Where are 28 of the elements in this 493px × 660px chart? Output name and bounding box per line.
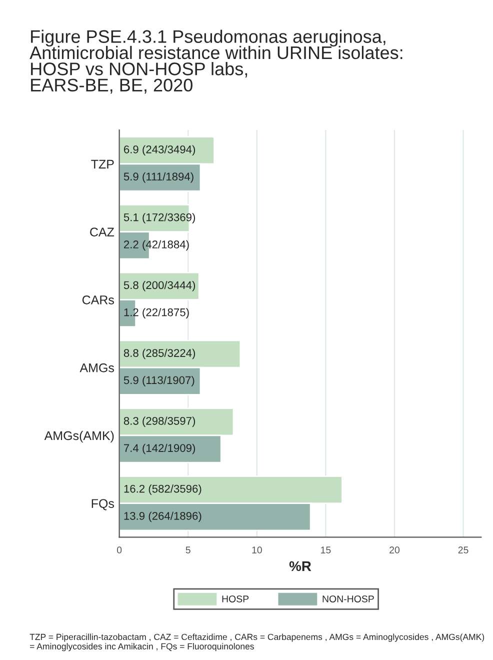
x-tick-label: 5	[186, 546, 190, 554]
chart-title: Figure PSE.4.3.1 Pseudomonas aeruginosa, Antimicrobial resistance within URINE isolates: HOSP vs NON-HOSP labs, EARS-BE, BE, 2020	[30, 30, 402, 94]
y-tick-label: AMGs(AMK)	[44, 430, 114, 443]
y-tick-label: FQs	[92, 499, 114, 510]
y-tick-label: CARs	[82, 295, 114, 304]
legend-label: NON-HOSP	[322, 595, 374, 602]
data-label: 5.8 (200/3444)	[124, 280, 196, 292]
x-tick-label: 0	[116, 546, 122, 554]
text: TZP = Piperacillin-tazobactam , CAZ = Ceftazidime , CARs = Carbapenems , AMGs = Aminoglycosides , AMGs(AMK) = Aminoglycosides inc Amikacin , FQs = Fluoroquinolones	[30, 634, 484, 652]
x-tick-label: 20	[390, 546, 400, 554]
data-label: 7.4 (142/1909)	[124, 444, 196, 454]
x-tick-label: 25	[458, 546, 468, 554]
data-label: 5.9 (111/1894)	[124, 172, 194, 183]
x-tick-label: 10	[252, 546, 262, 554]
x-axis-title: %R	[289, 561, 312, 572]
y-tick-label: AMGs	[80, 363, 114, 372]
data-label: 5.9 (113/1907)	[124, 376, 194, 386]
data-label: 16.2 (582/3596)	[124, 484, 202, 495]
legend-label: HOSP	[222, 595, 249, 602]
data-label: 8.8 (285/3224)	[124, 348, 196, 360]
data-label: 8.3 (298/3597)	[124, 416, 196, 428]
y-tick-label: TZP	[91, 160, 114, 168]
y-tick-label: CAZ	[90, 228, 114, 236]
data-label: 13.9 (264/1896)	[124, 512, 202, 522]
data-label: 2.2 (42/1884)	[124, 240, 189, 251]
data-label: 5.1 (172/3369)	[124, 213, 196, 224]
x-tick-label: 15	[321, 546, 331, 554]
data-label: 6.9 (243/3494)	[124, 145, 196, 156]
